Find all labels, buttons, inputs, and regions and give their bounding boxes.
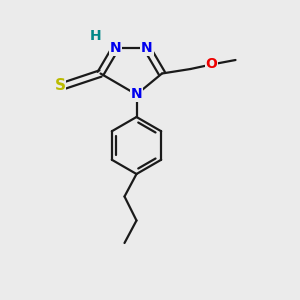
Text: H: H xyxy=(90,29,102,43)
Text: N: N xyxy=(131,88,142,101)
Text: O: O xyxy=(206,58,218,71)
Text: N: N xyxy=(141,41,153,55)
Text: N: N xyxy=(110,41,121,55)
Text: S: S xyxy=(55,78,65,93)
